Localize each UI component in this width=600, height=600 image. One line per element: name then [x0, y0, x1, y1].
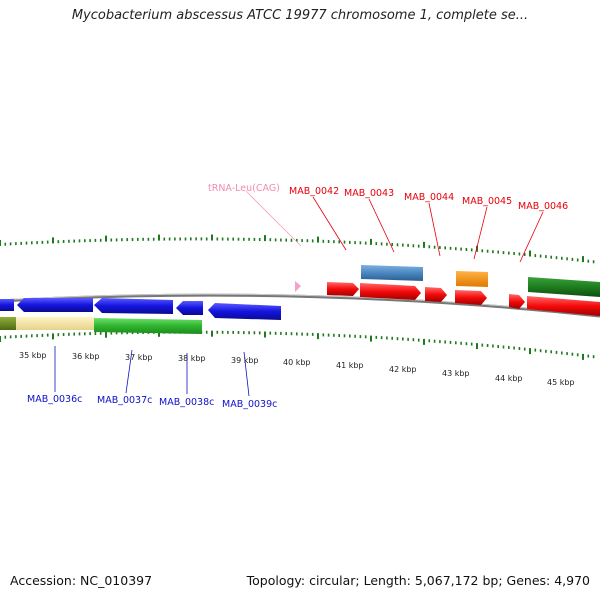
- kbp-scale-labels: 35 kbp 36 kbp 37 kbp 38 kbp 39 kbp 40 kb…: [19, 351, 575, 387]
- kbp-label: 44 kbp: [495, 374, 523, 383]
- gene-arrow-reverse[interactable]: [176, 301, 203, 315]
- gene-arrow-reverse[interactable]: [0, 299, 14, 311]
- label-trna-leu[interactable]: tRNA-Leu(CAG): [208, 183, 280, 194]
- gene-arrow-forward[interactable]: [425, 287, 447, 302]
- forward-cds-bars: [361, 265, 600, 297]
- leader-line-mab0039c: [243, 351, 250, 397]
- forward-strand-genes: [327, 282, 600, 316]
- kbp-label: 36 kbp: [72, 352, 100, 361]
- kbp-label: 41 kbp: [336, 361, 364, 370]
- reverse-cds-bars: [0, 317, 202, 334]
- reverse-gene-labels: MAB_0036c MAB_0037c MAB_0038c MAB_0039c: [27, 394, 277, 410]
- map-title: Mycobacterium abscessus ATCC 19977 chrom…: [71, 8, 529, 23]
- label-mab0043[interactable]: MAB_0043: [344, 188, 394, 199]
- kbp-label: 43 kbp: [442, 369, 470, 378]
- label-leader-lines: [54, 190, 544, 397]
- kbp-label: 40 kbp: [283, 358, 311, 367]
- kbp-label: 37 kbp: [125, 353, 153, 362]
- leader-line-trna: [245, 190, 302, 247]
- trna-marker[interactable]: [295, 281, 301, 292]
- kbp-label: 35 kbp: [19, 351, 47, 360]
- reverse-strand-genes: [0, 298, 281, 320]
- label-mab0038c[interactable]: MAB_0038c: [159, 397, 214, 408]
- leader-line-mab0042: [312, 196, 347, 251]
- topology-text: Topology: circular; Length: 5,067,172 bp…: [246, 573, 590, 588]
- gene-arrow-forward[interactable]: [509, 294, 525, 309]
- cds-bar-darkgreen[interactable]: [528, 277, 600, 297]
- label-mab0046[interactable]: MAB_0046: [518, 201, 568, 212]
- label-mab0036c[interactable]: MAB_0036c: [27, 394, 82, 405]
- leader-line-mab0037c: [125, 349, 133, 394]
- leader-line-mab0045: [473, 206, 488, 260]
- label-mab0044[interactable]: MAB_0044: [404, 192, 454, 203]
- gene-arrow-forward[interactable]: [455, 290, 487, 305]
- label-mab0037c[interactable]: MAB_0037c: [97, 395, 152, 406]
- forward-gene-labels: tRNA-Leu(CAG) MAB_0042 MAB_0043 MAB_0044…: [208, 183, 568, 212]
- kbp-label: 42 kbp: [389, 365, 417, 374]
- label-mab0039c[interactable]: MAB_0039c: [222, 399, 277, 410]
- cds-bar-orange[interactable]: [456, 271, 488, 287]
- kbp-label: 38 kbp: [178, 354, 206, 363]
- gene-arrow-forward[interactable]: [327, 282, 359, 296]
- kbp-label: 45 kbp: [547, 378, 575, 387]
- leader-line-mab0046: [519, 211, 544, 263]
- gene-arrow-forward[interactable]: [527, 296, 600, 316]
- cds-bar-yellow[interactable]: [16, 317, 94, 330]
- kbp-label: 39 kbp: [231, 356, 259, 365]
- leader-line-mab0043: [368, 198, 395, 253]
- label-mab0045[interactable]: MAB_0045: [462, 196, 512, 207]
- gene-arrow-reverse[interactable]: [208, 303, 281, 320]
- leader-line-mab0044: [428, 202, 441, 257]
- cds-bar-olive[interactable]: [0, 317, 16, 330]
- cds-bar-green[interactable]: [94, 318, 202, 334]
- outer-tick-marks: [0, 234, 595, 264]
- cds-bar-steelblue[interactable]: [361, 265, 423, 281]
- accession-text: Accession: NC_010397: [10, 573, 153, 588]
- gene-arrow-reverse[interactable]: [94, 298, 173, 314]
- label-mab0042[interactable]: MAB_0042: [289, 186, 339, 197]
- gene-arrow-reverse[interactable]: [17, 298, 93, 312]
- gene-arrow-forward[interactable]: [360, 283, 421, 300]
